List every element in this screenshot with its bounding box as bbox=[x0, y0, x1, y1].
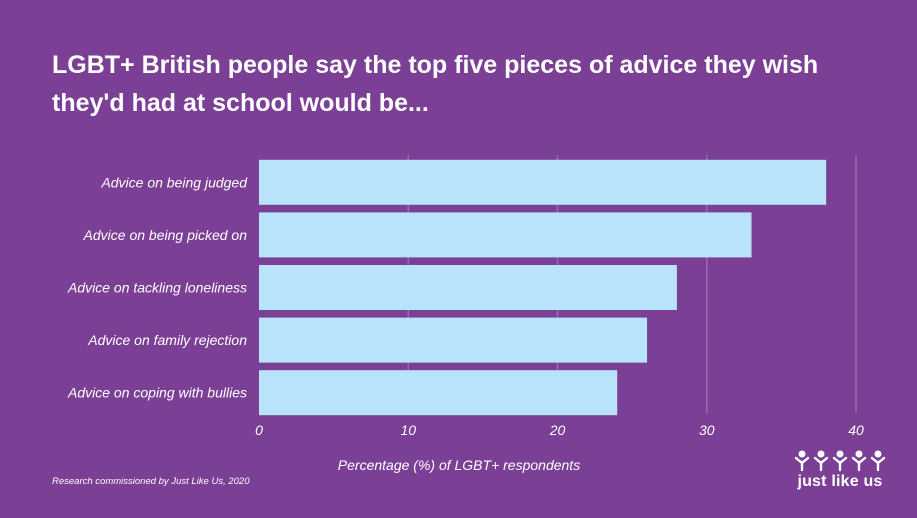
chart-title: LGBT+ British people say the top five pi… bbox=[52, 51, 819, 117]
bar bbox=[259, 212, 752, 258]
bar bbox=[259, 159, 827, 205]
people-logo-icon bbox=[794, 450, 886, 472]
x-tick-label: 40 bbox=[848, 422, 864, 438]
x-tick-labels: 0 10 20 30 40 bbox=[255, 422, 864, 438]
bar bbox=[259, 265, 677, 310]
source-note: Research commissioned by Just Like Us, 2… bbox=[52, 476, 250, 487]
x-axis-title: Percentage (%) of LGBT+ respondents bbox=[337, 457, 581, 473]
category-label: Advice on being judged bbox=[100, 174, 248, 190]
x-tick-label: 0 bbox=[255, 422, 263, 438]
bar bbox=[259, 317, 648, 363]
x-tick-label: 20 bbox=[549, 422, 566, 438]
category-label: Advice on being picked on bbox=[83, 227, 248, 243]
bars bbox=[259, 159, 827, 416]
category-label: Advice on tackling loneliness bbox=[67, 280, 247, 296]
category-label: Advice on family rejection bbox=[87, 332, 247, 348]
category-label: Advice on coping with bullies bbox=[67, 385, 247, 401]
x-tick-label: 10 bbox=[400, 422, 416, 438]
x-tick-label: 30 bbox=[699, 422, 715, 438]
bar bbox=[259, 370, 618, 416]
just-like-us-logo: just like us bbox=[790, 450, 890, 491]
logo-text: just like us bbox=[797, 473, 883, 490]
category-labels: Advice on being judged Advice on being pi… bbox=[67, 174, 248, 400]
